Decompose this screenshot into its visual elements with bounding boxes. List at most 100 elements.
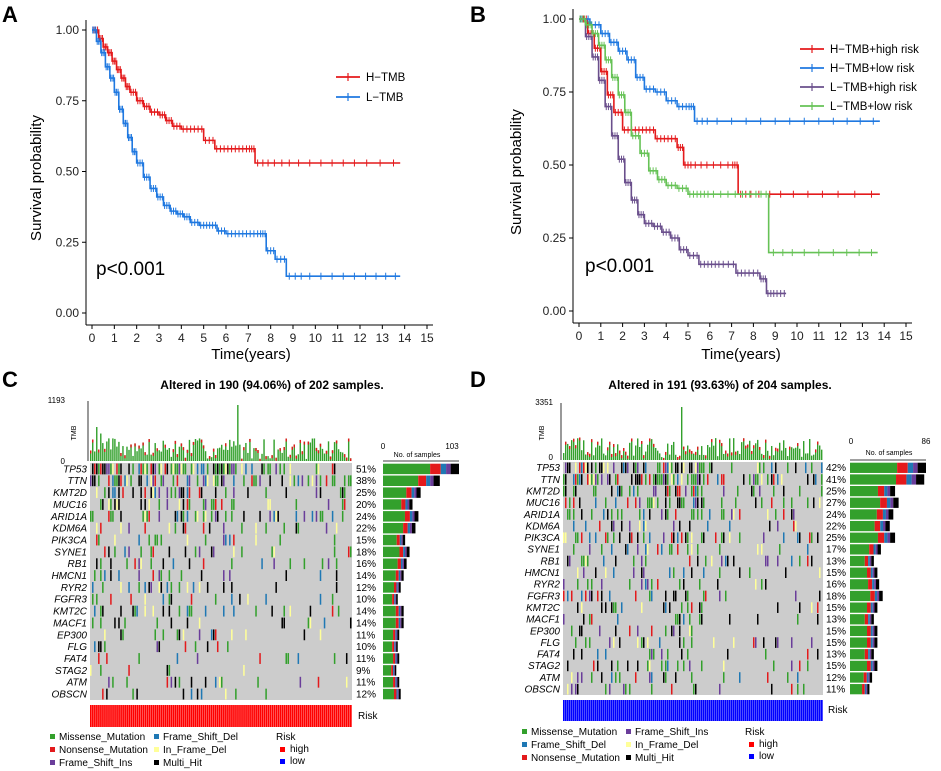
oncoplot-c-cell-10-24 <box>138 582 140 593</box>
oncoplot-d-cell-1-93 <box>749 474 751 485</box>
oncoplot-d-cell-6-117 <box>797 532 799 544</box>
oncoplot-d-cell-8-124 <box>811 555 813 567</box>
oncoplot-c-cell-17-39 <box>168 664 171 676</box>
oncoplot-c-cell-18-40 <box>170 676 173 688</box>
oncoplot-c-cell-1-32 <box>154 475 157 487</box>
oncoplot-d-risk-cell-110 <box>783 700 785 721</box>
oncoplot-c-tmb-bar-93 <box>277 449 279 461</box>
oncoplot-c-cell-5-96 <box>283 522 285 534</box>
oncoplot-c-cell-11-40 <box>170 593 173 605</box>
oncoplot-c-count-bar-11-0 <box>383 594 393 605</box>
oncoplot-d-pct-3: 27% <box>826 498 846 509</box>
oncoplot-d-cell-6-0 <box>563 532 565 544</box>
oncoplot-d-cell-11-17 <box>597 590 599 602</box>
oncoplot-c-cell-4-106 <box>303 510 306 522</box>
oncoplot-c-cell-0-34 <box>158 463 161 475</box>
oncoplot-d-tmb-bar-78 <box>719 439 721 460</box>
km-a-xtick-label-3: 3 <box>156 331 163 345</box>
oncoplot-c-count-bar-0-3 <box>446 463 451 475</box>
oncoplot-d-cell-18-9 <box>581 672 583 683</box>
oncoplot-c-tmb-bar-37 <box>164 444 166 461</box>
oncoplot-d-cell-1-13 <box>589 474 591 485</box>
oncoplot-d-risk-cell-88 <box>739 700 741 721</box>
oncoplot-c-risk-cell-33 <box>156 705 159 727</box>
oncoplot-c-cell-0-55 <box>200 463 203 475</box>
oncoplot-c-risk-cell-91 <box>273 705 276 727</box>
oncoplot-d-cell-16-9 <box>581 648 583 660</box>
oncoplot-c-cell-2-42 <box>174 487 177 499</box>
oncoplot-d-cell-15-13 <box>589 637 591 648</box>
oncoplot-d-cell-15-95 <box>753 637 755 648</box>
oncoplot-d-cell-7-67 <box>697 544 699 555</box>
oncoplot-c-count-bar-4-4 <box>414 511 419 522</box>
oncoplot-c-cell-0-8 <box>106 463 108 475</box>
km-b-xtick-label-1: 1 <box>597 329 604 343</box>
oncoplot-d-risk-cell-5 <box>573 700 575 721</box>
oncoplot-c-cell-10-15 <box>120 582 122 593</box>
oncoplot-c-cell-7-54 <box>198 546 201 558</box>
oncoplot-c-cell-17-19 <box>128 664 130 676</box>
oncoplot-d-cell-17-27 <box>617 660 619 672</box>
oncoplot-d-risk-cell-91 <box>745 700 747 721</box>
oncoplot-d-cell-17-17 <box>597 660 599 672</box>
oncoplot-c-cell-1-25 <box>140 475 142 487</box>
oncoplot-d-legend-label-5: Multi_Hit <box>635 753 674 764</box>
oncoplot-d-cell-10-41 <box>645 579 647 590</box>
oncoplot-d-cell-4-51 <box>665 509 667 520</box>
oncoplot-d-risk-cell-97 <box>757 700 759 721</box>
oncoplot-d-tmb-bar-12 <box>587 452 589 460</box>
oncoplot-d-count-bar-10-4 <box>875 579 880 590</box>
oncoplot-d-tmb-bar-97 <box>757 439 759 460</box>
km-b-xtick-label-11: 11 <box>813 329 826 343</box>
oncoplot-d-tmb-cap-29 <box>621 455 623 459</box>
oncoplot-d-cell-6-110 <box>783 532 785 544</box>
oncoplot-d-pct-17: 15% <box>826 661 846 672</box>
oncoplot-d-gene-9: HMCN1 <box>524 568 560 579</box>
oncoplot-c-tmb-bar-80 <box>251 458 253 461</box>
oncoplot-c-count-bar-3-3 <box>407 499 410 510</box>
oncoplot-d-risk-cell-63 <box>689 700 691 721</box>
oncoplot-c-tmb-bar-23 <box>136 451 138 461</box>
oncoplot-c-count-bar-13-3 <box>400 617 402 629</box>
oncoplot-c-cell-2-44 <box>178 487 181 499</box>
oncoplot-d-cell-9-21 <box>605 567 607 578</box>
oncoplot-d-tmb-cap-34 <box>631 438 633 442</box>
oncoplot-d-cell-1-22 <box>607 474 609 485</box>
km-a-xtick-label-11: 11 <box>331 331 344 345</box>
oncoplot-c-cell-14-46 <box>182 629 185 641</box>
oncoplot-d-cell-1-39 <box>641 474 643 485</box>
oncoplot-c-count-bar-9-1 <box>395 570 399 581</box>
oncoplot-c-tmb-bar-99 <box>289 454 291 461</box>
oncoplot-d-cell-16-21 <box>605 648 607 660</box>
oncoplot-c-cell-10-38 <box>166 582 169 593</box>
oncoplot-d-cell-7-78 <box>719 544 721 555</box>
oncoplot-c-pct-5: 22% <box>356 524 376 535</box>
oncoplot-d-cell-6-25 <box>613 532 615 544</box>
oncoplot-c-cell-4-10 <box>110 510 112 522</box>
oncoplot-c-cell-0-63 <box>216 463 219 475</box>
oncoplot-c-cell-9-14 <box>118 570 120 581</box>
oncoplot-d-risk-cell-69 <box>701 700 703 721</box>
oncoplot-d-cell-7-54 <box>671 544 673 555</box>
oncoplot-c-tmb-cap-129 <box>349 458 352 461</box>
oncoplot-d-tmb-cap-92 <box>747 444 749 448</box>
oncoplot-c-risk-cell-106 <box>303 705 306 727</box>
oncoplot-d-cell-6-83 <box>729 532 731 544</box>
oncoplot-d-cell-8-12 <box>587 555 589 567</box>
oncoplot-d-cell-13-10 <box>583 613 585 625</box>
oncoplot-d-risk-cell-89 <box>741 700 743 721</box>
oncoplot-d-cell-3-99 <box>761 497 763 509</box>
oncoplot-d-cell-4-106 <box>775 509 777 520</box>
oncoplot-c-tmb-cap-59 <box>208 456 211 460</box>
oncoplot-c-tmb-bars <box>90 405 352 461</box>
oncoplot-c-pct-18: 11% <box>356 678 375 689</box>
oncoplot-d-cell-17-32 <box>627 660 629 672</box>
oncoplot-d-risk-cell-106 <box>775 700 777 721</box>
oncoplot-c-cell-13-40 <box>170 617 173 629</box>
oncoplot-d-cell-1-51 <box>665 474 667 485</box>
oncoplot-c-tmb-bar-100 <box>291 446 293 461</box>
oncoplot-d-cell-2-35 <box>633 485 635 497</box>
oncoplot-c-tmb-bar-4 <box>98 449 100 461</box>
oncoplot-d-tmb-bar-35 <box>633 455 635 460</box>
oncoplot-c-tmb-bar-82 <box>255 447 257 461</box>
